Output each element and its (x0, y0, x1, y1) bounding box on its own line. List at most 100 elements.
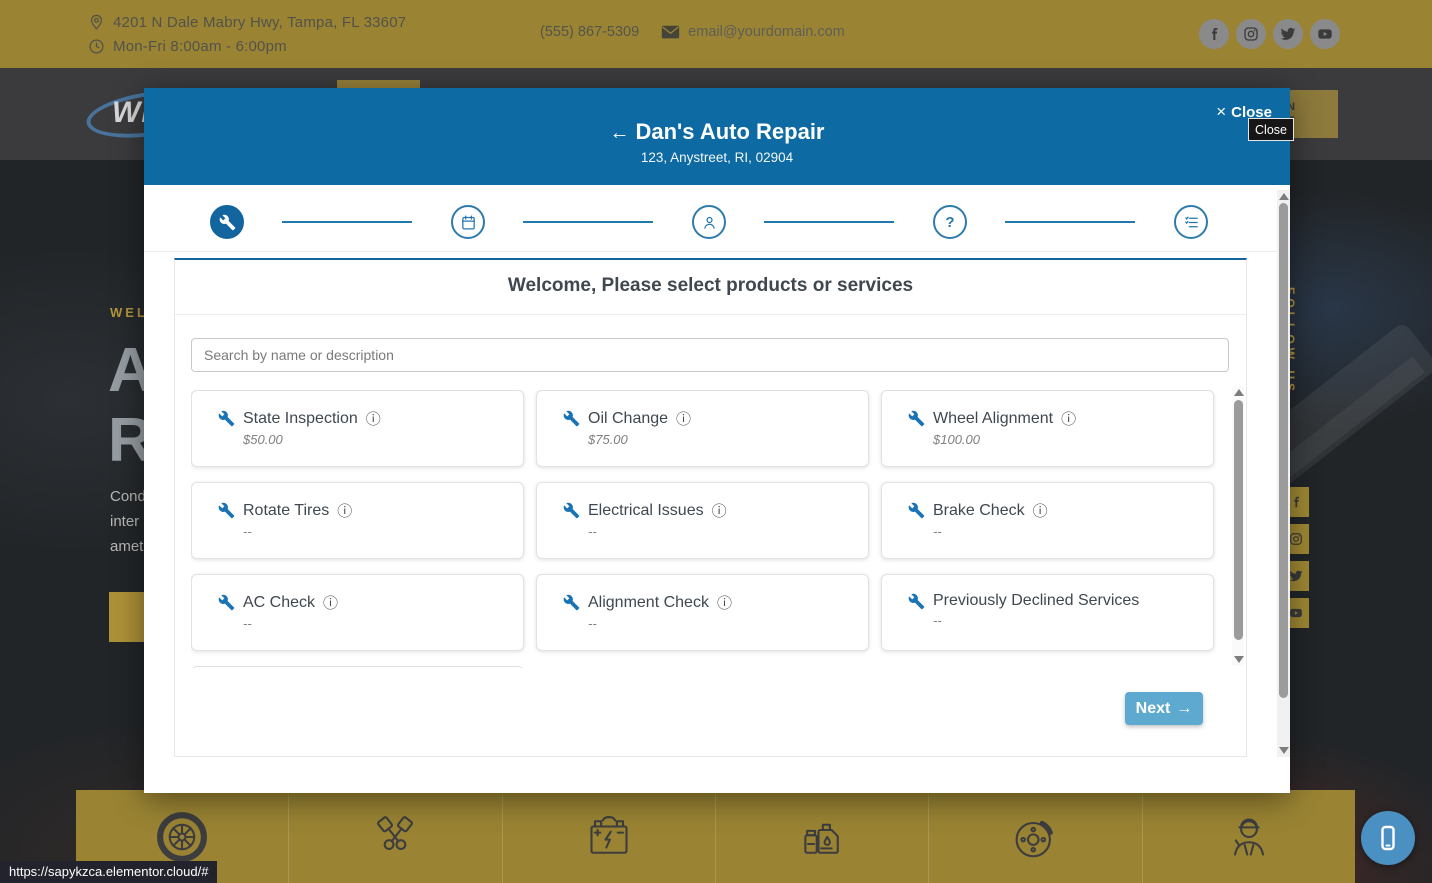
service-card[interactable]: AC Check ⓘ -- (191, 574, 524, 651)
service-card[interactable]: State Inspection ⓘ $50.00 (191, 390, 524, 467)
modal-title: Dan's Auto Repair (635, 119, 825, 144)
step-connector (523, 221, 653, 223)
location-pin-icon (90, 14, 103, 30)
service-card[interactable]: Oil Change ⓘ $75.00 (536, 390, 869, 467)
next-button[interactable]: Next → (1125, 692, 1203, 725)
service-price: $75.00 (588, 432, 628, 447)
info-icon[interactable]: ⓘ (1032, 502, 1048, 520)
close-button[interactable]: × Close (1216, 102, 1272, 122)
step-summary[interactable] (1174, 205, 1208, 239)
service-name: Wheel Alignment (933, 409, 1054, 427)
step-contact[interactable] (692, 205, 726, 239)
modal-scrollbar[interactable] (1277, 190, 1290, 757)
service-card[interactable]: Brake Check ⓘ -- (881, 482, 1214, 559)
scroll-down-arrow[interactable] (1279, 747, 1289, 754)
hero-paragraph: Cond inter amet (110, 484, 146, 559)
step-services[interactable] (210, 205, 244, 239)
service-name: State Inspection (243, 409, 358, 427)
scroll-up-arrow[interactable] (1279, 193, 1289, 200)
service-card[interactable]: Previously Declined Services -- (881, 574, 1214, 651)
info-icon[interactable]: ⓘ (1061, 410, 1077, 428)
hero-body-line2: inter (110, 513, 140, 530)
step-connector (1005, 221, 1135, 223)
phone-link[interactable]: (555) 867-5309 (540, 24, 640, 40)
address-text: 4201 N Dale Mabry Hwy, Tampa, FL 33607 (113, 13, 407, 31)
step-schedule[interactable] (451, 205, 485, 239)
panel-heading: Welcome, Please select products or servi… (175, 260, 1246, 315)
strip-cell (929, 790, 1143, 883)
strip-cell (76, 790, 290, 883)
service-name: Alignment Check (588, 593, 709, 611)
info-icon[interactable]: ⓘ (365, 410, 381, 428)
wrench-icon (218, 410, 235, 427)
info-icon[interactable]: ⓘ (716, 594, 732, 612)
envelope-icon (661, 25, 680, 38)
info-icon[interactable]: ⓘ (676, 410, 692, 428)
twitter-icon[interactable] (1273, 19, 1303, 49)
wrench-icon (563, 594, 580, 611)
email-link[interactable]: email@yourdomain.com (688, 24, 845, 40)
brake-disc-icon (1016, 820, 1054, 857)
next-label: Next (1135, 699, 1171, 717)
info-icon[interactable]: ⓘ (323, 594, 339, 612)
close-icon: × (1216, 102, 1227, 121)
topbar-social (1199, 19, 1340, 49)
service-name: Oil Change (588, 409, 669, 427)
service-price: -- (588, 616, 597, 631)
service-card-partial (191, 666, 524, 668)
wrench-icon (908, 593, 925, 609)
wrench-icon (908, 502, 925, 519)
service-card[interactable]: Rotate Tires ⓘ -- (191, 482, 524, 559)
facebook-icon[interactable] (1199, 19, 1229, 49)
battery-icon (590, 815, 628, 854)
status-url: https://sapykzca.elementor.cloud/# (0, 861, 218, 883)
info-icon[interactable]: ⓘ (711, 502, 727, 520)
topbar: 4201 N Dale Mabry Hwy, Tampa, FL 33607 M… (0, 0, 1432, 68)
service-name: Electrical Issues (588, 501, 704, 519)
wrench-icon (218, 594, 235, 611)
step-connector (764, 221, 894, 223)
service-name: AC Check (243, 593, 316, 611)
service-price: $100.00 (933, 432, 980, 447)
hours-text: Mon-Fri 8:00am - 6:00pm (113, 37, 287, 55)
question-mark-icon: ? (945, 213, 955, 231)
scrollbar-thumb[interactable] (1279, 203, 1288, 698)
chat-fab-button[interactable] (1361, 811, 1415, 865)
wheel-icon (157, 811, 208, 862)
scroll-down-arrow[interactable] (1234, 656, 1244, 663)
appointment-button-line1: N (1287, 101, 1296, 113)
step-questions[interactable]: ? (933, 205, 967, 239)
hero-eyebrow: WEL (110, 305, 148, 320)
topbar-contact-block: 4201 N Dale Mabry Hwy, Tampa, FL 33607 M… (88, 10, 406, 58)
close-label: Close (1231, 103, 1272, 121)
service-card[interactable]: Electrical Issues ⓘ -- (536, 482, 869, 559)
search-input[interactable] (191, 338, 1229, 372)
service-card[interactable]: Wheel Alignment ⓘ $100.00 (881, 390, 1214, 467)
cards-scrollbar[interactable] (1232, 386, 1244, 666)
modal-subtitle: 123, Anystreet, RI, 02904 (640, 150, 794, 165)
scroll-up-arrow[interactable] (1234, 389, 1244, 396)
service-card[interactable]: Alignment Check ⓘ -- (536, 574, 869, 651)
stepper: ? (144, 185, 1290, 252)
service-price: -- (933, 613, 942, 628)
clock-icon (89, 38, 104, 54)
services-icon-strip (76, 790, 1355, 883)
topbar-center: (555) 867-5309 email@yourdomain.com (540, 24, 845, 40)
calendar-icon (461, 214, 475, 230)
close-tooltip: Close (1248, 118, 1294, 141)
service-price: $50.00 (243, 432, 283, 447)
info-icon[interactable]: ⓘ (337, 502, 353, 520)
strip-cell (1143, 790, 1355, 883)
wrench-icon (563, 502, 580, 519)
instagram-icon[interactable] (1236, 19, 1266, 49)
service-price: -- (243, 524, 252, 539)
service-name: Rotate Tires (243, 501, 330, 519)
back-arrow-icon[interactable]: ← (609, 122, 630, 144)
scrollbar-thumb[interactable] (1234, 400, 1243, 640)
strip-cell (716, 790, 930, 883)
youtube-icon[interactable] (1310, 19, 1340, 49)
wrench-icon (563, 410, 580, 427)
hero-body-line3: amet (110, 538, 144, 555)
oil-icon (804, 823, 839, 854)
